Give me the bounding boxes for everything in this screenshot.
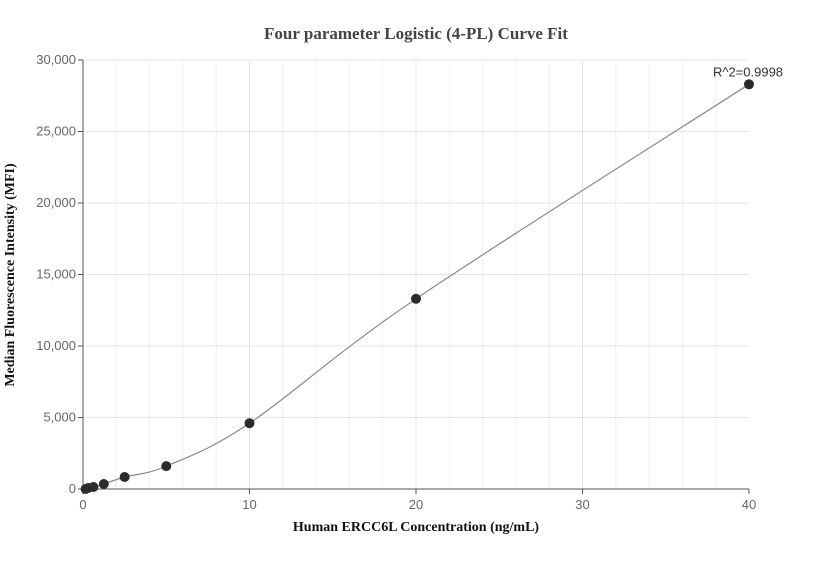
data-point bbox=[744, 79, 754, 90]
data-point bbox=[244, 418, 255, 429]
y-tick-label: 25,000 bbox=[36, 124, 76, 139]
x-axis-label: Human ERCC6L Concentration (ng/mL) bbox=[293, 520, 540, 535]
y-tick-label: 20,000 bbox=[36, 195, 76, 210]
y-tick-label: 10,000 bbox=[36, 338, 76, 353]
data-point bbox=[88, 481, 99, 492]
chart-title: Four parameter Logistic (4-PL) Curve Fit bbox=[264, 24, 568, 43]
data-point bbox=[411, 293, 421, 304]
grid bbox=[83, 59, 749, 489]
y-tick-label: 15,000 bbox=[36, 267, 76, 282]
x-tick-label: 40 bbox=[742, 497, 756, 512]
r-squared-annotation: R^2=0.9998 bbox=[713, 64, 783, 79]
x-tick-label: 20 bbox=[409, 497, 423, 512]
data-point bbox=[98, 478, 109, 489]
x-tick-label: 30 bbox=[575, 497, 589, 512]
data-points bbox=[80, 79, 754, 494]
y-tick-label: 30,000 bbox=[36, 52, 76, 67]
y-tick-label: 0 bbox=[69, 481, 76, 496]
y-axis-label: Median Fluorescence Intensity (MFI) bbox=[3, 163, 18, 387]
axes: 0 10 20 30 40 0 5,000 10,000 15,000 20,000 25,000 3… bbox=[36, 52, 756, 512]
y-tick-label: 5,000 bbox=[43, 410, 76, 425]
x-tick-label: 0 bbox=[79, 497, 86, 512]
x-tick-label: 10 bbox=[242, 497, 256, 512]
data-point bbox=[119, 471, 130, 482]
data-point bbox=[161, 461, 172, 472]
